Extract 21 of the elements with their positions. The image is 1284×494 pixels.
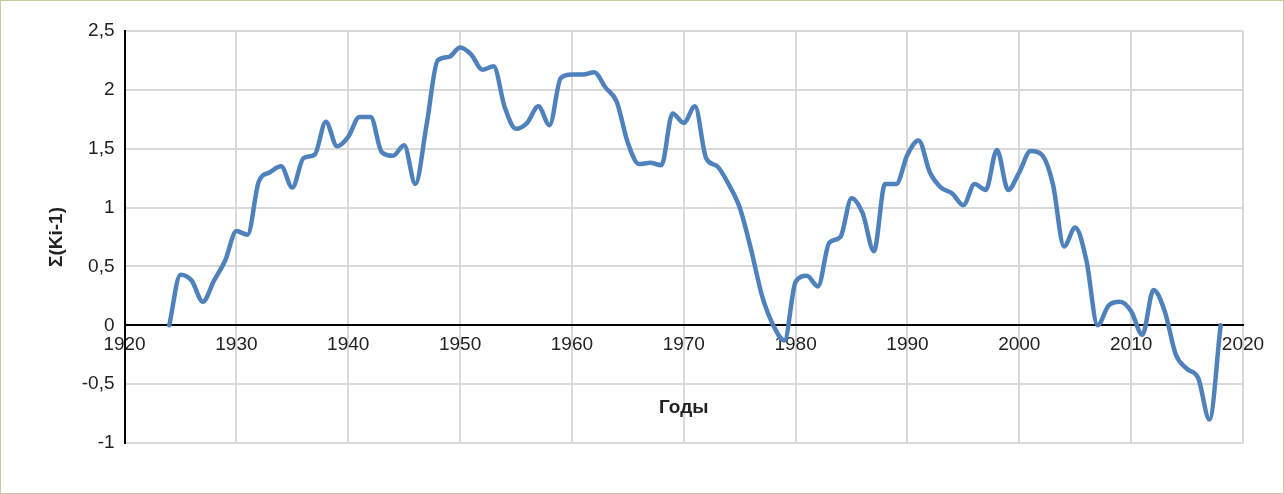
y-tick-label: 1	[103, 195, 115, 217]
y-tick-label: -1	[97, 431, 115, 453]
y-tick-label: -0,5	[81, 372, 115, 394]
x-tick-label: 2010	[1110, 332, 1153, 354]
y-tick-label: 0	[103, 313, 115, 335]
x-tick-label: 1940	[327, 332, 370, 354]
x-tick-label: 1950	[438, 332, 482, 354]
x-axis-title: Годы	[659, 395, 709, 417]
x-tick-label: 1990	[886, 332, 929, 354]
y-axis-title: Σ(Ki-1)	[44, 207, 66, 267]
y-tick-label: 0,5	[88, 254, 115, 276]
x-tick-label: 1980	[774, 332, 817, 354]
y-tick-label: 1,5	[88, 136, 115, 158]
x-tick-label: 2020	[1221, 332, 1265, 354]
y-tick-label: 2,5	[88, 19, 115, 41]
x-tick-label: 1930	[215, 332, 258, 354]
line-series	[167, 45, 1223, 422]
x-tick-label: 1970	[662, 332, 705, 354]
x-tick-label: 2000	[998, 332, 1041, 354]
x-tick-label: 1960	[550, 332, 594, 354]
y-tick-label: 2	[103, 78, 115, 100]
